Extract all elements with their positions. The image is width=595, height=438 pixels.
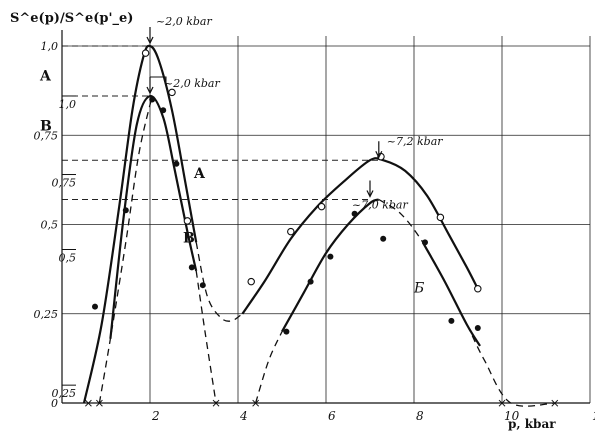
series-b-point	[448, 317, 455, 324]
x-tick-label: 6	[328, 409, 336, 423]
series-b-point	[173, 160, 180, 167]
series-a-line	[241, 157, 479, 315]
axis-cross-marker: ×	[83, 396, 93, 410]
grid	[62, 36, 591, 403]
series-b-dashed-line	[254, 331, 283, 404]
series-b-point	[92, 303, 98, 310]
series-b-line	[421, 241, 481, 347]
peak-arrowhead	[366, 190, 374, 198]
y-tick-label: 1,0	[41, 40, 59, 53]
series-a-point	[183, 217, 192, 225]
curve-label: A	[193, 166, 206, 182]
series-b-point	[199, 282, 206, 289]
x-tick-label: 10	[504, 409, 520, 423]
curve-label: Б	[413, 280, 424, 296]
axis-scale-letter: A	[39, 69, 52, 85]
series-b-point	[283, 328, 290, 335]
series-a-point	[474, 285, 482, 293]
axis-cross-marker: ×	[94, 396, 104, 410]
tick-labels: 2468101200,250,50,751,00,250,50,751,0AB	[34, 40, 595, 423]
series-a-dashed-line	[195, 242, 243, 322]
y-secondary-tick-label: 1,0	[59, 98, 77, 111]
series-b-dashed-line	[98, 95, 153, 404]
peak-arrowhead	[146, 86, 154, 95]
axis-scale-letter: B	[40, 119, 52, 135]
series-b-point	[327, 253, 334, 260]
y-tick-label: 0,5	[41, 219, 59, 232]
series-b-point	[122, 207, 129, 214]
series-b-dashed-line	[378, 198, 555, 407]
x-tick-label: 4	[239, 409, 248, 423]
series-b-point	[307, 278, 314, 285]
series-b-point	[422, 239, 428, 246]
x-tick-label: 2	[151, 409, 160, 423]
series-b-dashed-line	[195, 270, 217, 404]
series-b-point	[188, 264, 195, 271]
x-tick-label: 12	[592, 409, 595, 423]
series-b-point	[149, 96, 156, 103]
axis-cross-marker: ×	[251, 396, 261, 410]
series-a-point	[287, 227, 295, 236]
y-axis-label: S^e(p)/S^e(p'_e)	[10, 11, 133, 26]
axes	[61, 30, 590, 404]
series-a-point	[436, 213, 445, 222]
series-b-point	[351, 210, 358, 217]
series-b-line	[281, 198, 380, 333]
axis-cross-marker: ×	[211, 396, 221, 410]
series-a-point	[317, 202, 326, 211]
data-points	[92, 49, 482, 335]
series-b-point	[160, 107, 167, 114]
y-secondary-tick-label: 0,75	[52, 177, 77, 190]
axis-cross-marker: ×	[497, 396, 507, 410]
peak-arrowhead	[146, 36, 154, 45]
series-a-point	[168, 88, 176, 97]
y-secondary-tick-label: 0,5	[59, 251, 77, 264]
series-b-line	[109, 94, 198, 339]
y-tick-label: 0,25	[34, 308, 59, 321]
peak-annotation: ~2,0 kbar	[156, 15, 212, 28]
peak-annotation: ~7,2 kbar	[387, 135, 443, 148]
series-b-point	[380, 235, 387, 242]
peak-annotation: ~7,0 kbar	[352, 199, 408, 212]
y-secondary-tick-label: 0,25	[52, 387, 77, 400]
reference-lines	[62, 45, 379, 201]
peak-bracket	[150, 76, 167, 85]
y-tick-label: 0,75	[34, 129, 59, 142]
axis-cross-marker: ×	[550, 396, 560, 410]
x-tick-label: 8	[416, 409, 424, 423]
series-a-point	[247, 277, 255, 286]
y-tick-label: 0	[51, 397, 58, 410]
series-b-point	[474, 325, 481, 332]
axis-crosses: × × × × × ×	[83, 396, 559, 410]
peak-annotation: ~2,0 kbar	[164, 77, 220, 90]
series-a-point	[141, 49, 150, 57]
x-axis-label: p, kbar	[508, 417, 556, 431]
annotations: ~2,0 kbar ~2,0 kbar ~7,2 kbar ~7,0 kbar A B Б	[146, 15, 443, 296]
peak-arrowhead	[375, 150, 383, 159]
curve-label: B	[183, 230, 195, 246]
curves	[82, 44, 555, 407]
